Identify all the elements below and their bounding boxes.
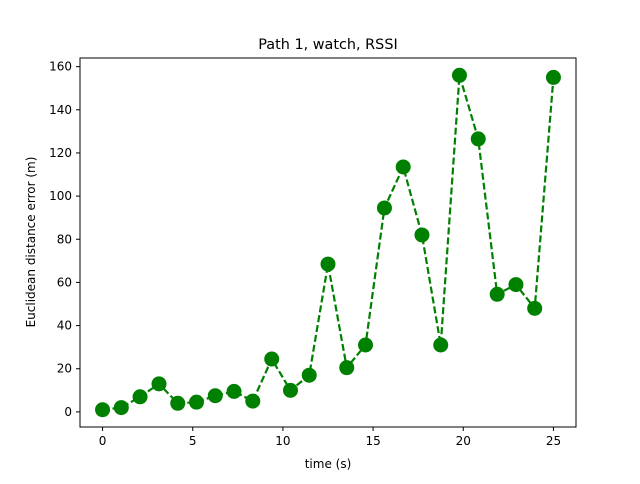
y-tick-label: 0 xyxy=(64,405,72,419)
data-point xyxy=(358,337,374,353)
chart-title: Path 1, watch, RSSI xyxy=(258,37,397,53)
y-tick-label: 120 xyxy=(49,146,72,160)
axis-ticks: 0 5 10 15 20 25 0 20 40 60 80 100 120 140 160 xyxy=(49,60,561,448)
data-point xyxy=(545,69,561,85)
data-point xyxy=(414,227,430,243)
data-marks xyxy=(95,67,561,418)
y-axis-label: Euclidean distance error (m) xyxy=(24,157,38,328)
data-point xyxy=(451,67,467,83)
x-axis-label: time (s) xyxy=(305,457,352,471)
data-point xyxy=(95,402,111,418)
data-point xyxy=(320,256,336,272)
data-point xyxy=(433,337,449,353)
y-tick-label: 40 xyxy=(57,319,72,333)
data-point xyxy=(113,400,129,416)
data-point xyxy=(527,300,543,316)
axes-frame xyxy=(79,57,577,428)
data-point xyxy=(132,389,148,405)
data-point xyxy=(282,382,298,398)
x-tick-label: 5 xyxy=(189,434,197,448)
plot-area xyxy=(79,57,577,428)
data-point xyxy=(395,159,411,175)
data-point xyxy=(207,388,223,404)
data-point xyxy=(301,367,317,383)
y-tick-label: 60 xyxy=(57,275,72,289)
y-tick-label: 100 xyxy=(49,189,72,203)
x-tick-label: 25 xyxy=(546,434,561,448)
x-tick-label: 0 xyxy=(99,434,107,448)
data-point xyxy=(489,286,505,302)
data-point xyxy=(189,394,205,410)
y-tick-label: 140 xyxy=(49,103,72,117)
data-point xyxy=(376,200,392,216)
y-tick-label: 160 xyxy=(49,60,72,74)
data-point xyxy=(470,131,486,147)
data-point xyxy=(508,277,524,293)
y-tick-label: 20 xyxy=(57,362,72,376)
x-tick-label: 15 xyxy=(365,434,380,448)
data-point xyxy=(264,351,280,367)
data-point xyxy=(170,395,186,411)
x-tick-label: 10 xyxy=(275,434,290,448)
data-point xyxy=(339,360,355,376)
data-point xyxy=(226,383,242,399)
x-tick-label: 20 xyxy=(456,434,471,448)
data-point xyxy=(245,393,261,409)
y-tick-label: 80 xyxy=(57,232,72,246)
data-point xyxy=(151,376,167,392)
